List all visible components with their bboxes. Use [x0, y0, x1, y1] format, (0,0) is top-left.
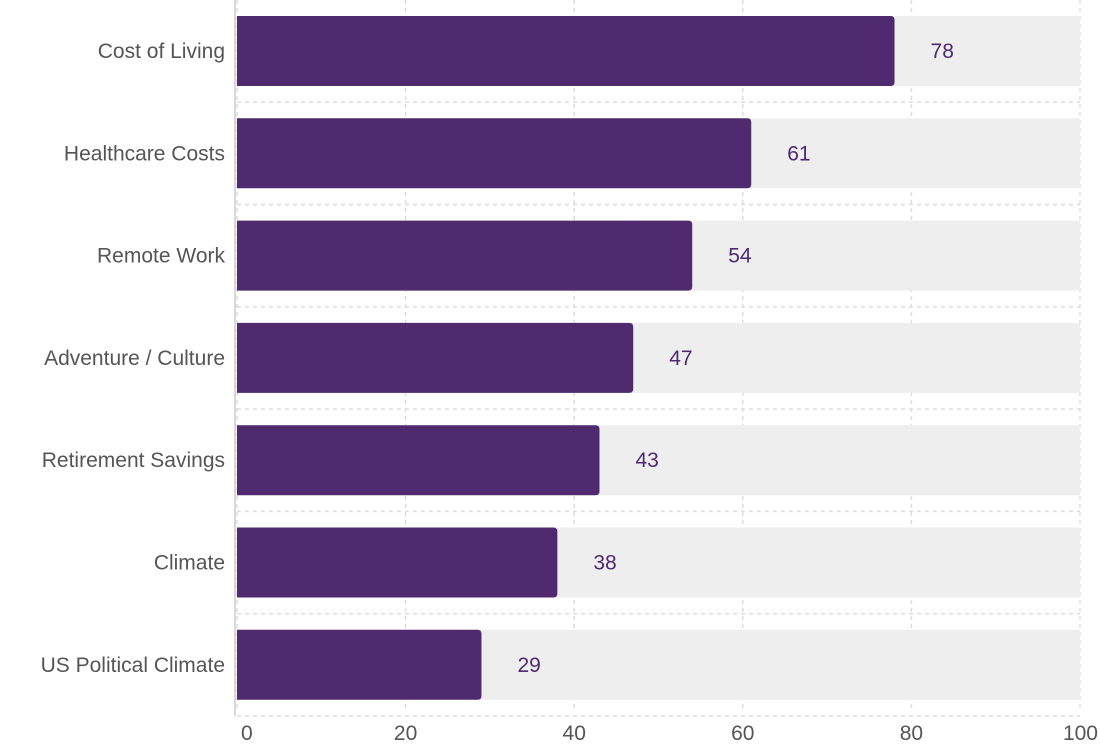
- bar: [237, 220, 693, 291]
- x-tick-label: 40: [563, 722, 586, 745]
- x-tick-label: 100: [1063, 722, 1098, 745]
- value-label: 43: [635, 449, 658, 472]
- category-label: Remote Work: [97, 245, 225, 268]
- category-label: Cost of Living: [98, 40, 225, 63]
- bar: [237, 629, 482, 700]
- value-label: 29: [517, 654, 540, 677]
- category-label: Climate: [154, 552, 225, 575]
- bar: [237, 118, 752, 189]
- bar: [237, 527, 558, 598]
- x-axis-ticks: 0 20 40 60 80 100: [241, 722, 1098, 745]
- value-labels: 78 61 54 47 43 38 29: [517, 40, 953, 677]
- value-label: 61: [787, 142, 810, 165]
- category-label: US Political Climate: [41, 654, 225, 677]
- bar: [237, 322, 634, 393]
- value-label: 47: [669, 347, 692, 370]
- value-label: 54: [728, 245, 752, 268]
- value-label: 78: [931, 40, 954, 63]
- bar: [237, 425, 600, 496]
- x-tick-label: 60: [731, 722, 754, 745]
- x-tick-label: 0: [241, 722, 253, 745]
- category-labels: Cost of Living Healthcare Costs Remote Wor…: [41, 40, 226, 677]
- bars: [237, 16, 895, 700]
- category-label: Retirement Savings: [42, 449, 225, 472]
- bar: [237, 16, 895, 86]
- category-label: Healthcare Costs: [64, 142, 225, 165]
- value-label: 38: [593, 552, 616, 575]
- x-tick-label: 80: [900, 722, 923, 745]
- category-label: Adventure / Culture: [44, 347, 225, 370]
- x-tick-label: 20: [394, 722, 417, 745]
